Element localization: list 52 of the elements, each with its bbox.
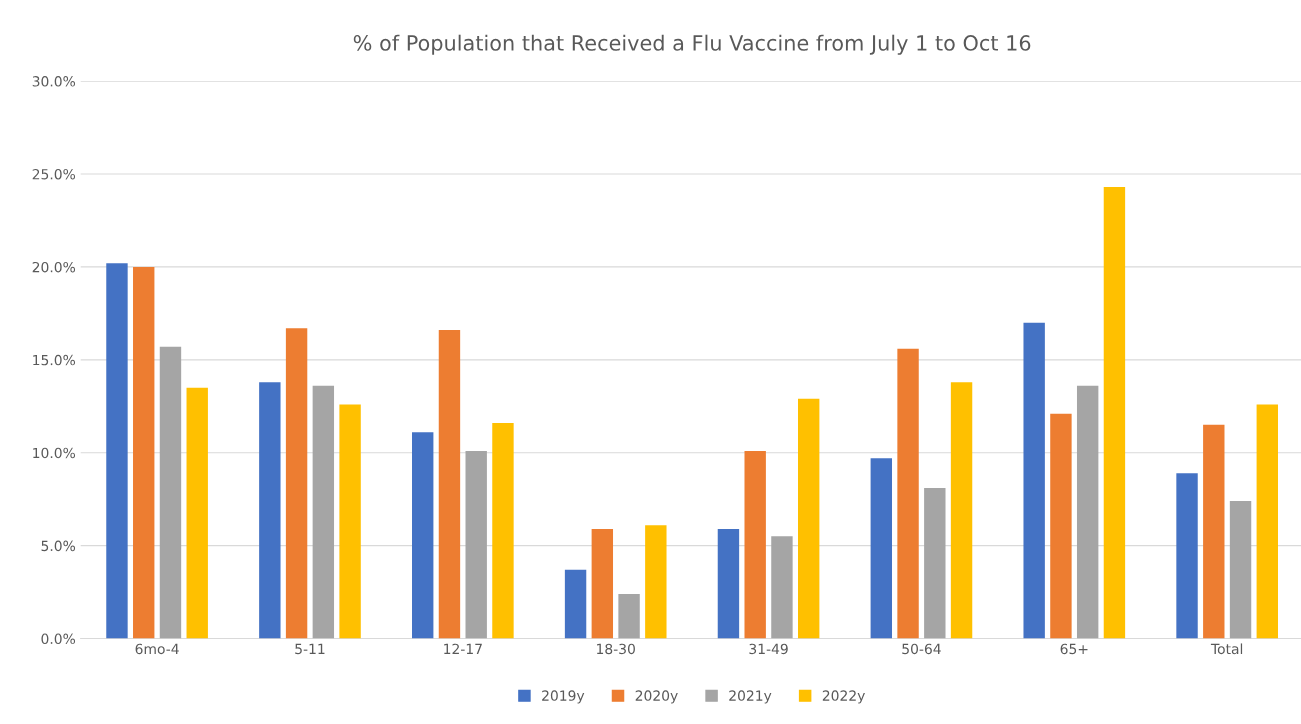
bar bbox=[645, 525, 667, 639]
y-tick-label: 0.0% bbox=[41, 633, 76, 645]
bar bbox=[1103, 187, 1126, 639]
y-tick-label: 20.0% bbox=[32, 261, 76, 273]
bar bbox=[1229, 501, 1252, 639]
bar bbox=[564, 569, 587, 639]
legend-label: 2021y bbox=[729, 690, 772, 704]
y-tick-label: 5.0% bbox=[41, 540, 76, 552]
bar bbox=[1076, 385, 1099, 639]
bar bbox=[717, 528, 740, 639]
x-tick-label: 5-11 bbox=[295, 643, 325, 655]
chart-title: % of Population that Received a Flu Vaccine from July 1 to Oct 16 bbox=[353, 34, 1031, 55]
bar bbox=[771, 536, 793, 639]
bar bbox=[106, 263, 128, 639]
x-tick-label: 31-49 bbox=[749, 643, 788, 655]
y-tick-label: 15.0% bbox=[33, 354, 76, 366]
bar bbox=[1050, 413, 1072, 639]
bar bbox=[1203, 424, 1225, 639]
bar bbox=[950, 382, 973, 639]
bar bbox=[1176, 473, 1198, 639]
legend-label: 2022y bbox=[822, 690, 865, 704]
y-tick-label: 10.0% bbox=[33, 447, 76, 459]
bar bbox=[186, 387, 208, 639]
bar bbox=[339, 404, 361, 639]
x-tick-label: 12-17 bbox=[444, 643, 482, 654]
bar bbox=[259, 382, 281, 639]
bar bbox=[797, 398, 820, 639]
bar bbox=[591, 528, 614, 639]
bar bbox=[870, 458, 893, 639]
bar bbox=[897, 348, 919, 639]
x-tick-label: 6mo-4 bbox=[135, 643, 179, 655]
bar bbox=[159, 346, 182, 639]
y-tick-label: 30.0% bbox=[32, 76, 76, 87]
bar bbox=[1256, 404, 1278, 639]
bar bbox=[285, 328, 308, 639]
bar bbox=[744, 450, 766, 639]
bar bbox=[618, 593, 640, 639]
bar bbox=[1023, 322, 1045, 639]
bar bbox=[924, 488, 946, 639]
x-tick-label: 18-30 bbox=[597, 643, 635, 655]
bar bbox=[412, 432, 434, 639]
legend-label: 2019y bbox=[542, 690, 585, 704]
bar bbox=[492, 423, 514, 639]
legend-label: 2020y bbox=[635, 690, 678, 704]
bar bbox=[133, 266, 155, 639]
x-tick-label: 65+ bbox=[1060, 643, 1088, 655]
x-tick-label: Total bbox=[1210, 643, 1243, 655]
y-tick-label: 25.0% bbox=[32, 168, 76, 180]
x-tick-label: 50-64 bbox=[902, 643, 941, 655]
bar bbox=[465, 450, 487, 639]
bar bbox=[438, 330, 461, 639]
bar bbox=[312, 385, 335, 639]
